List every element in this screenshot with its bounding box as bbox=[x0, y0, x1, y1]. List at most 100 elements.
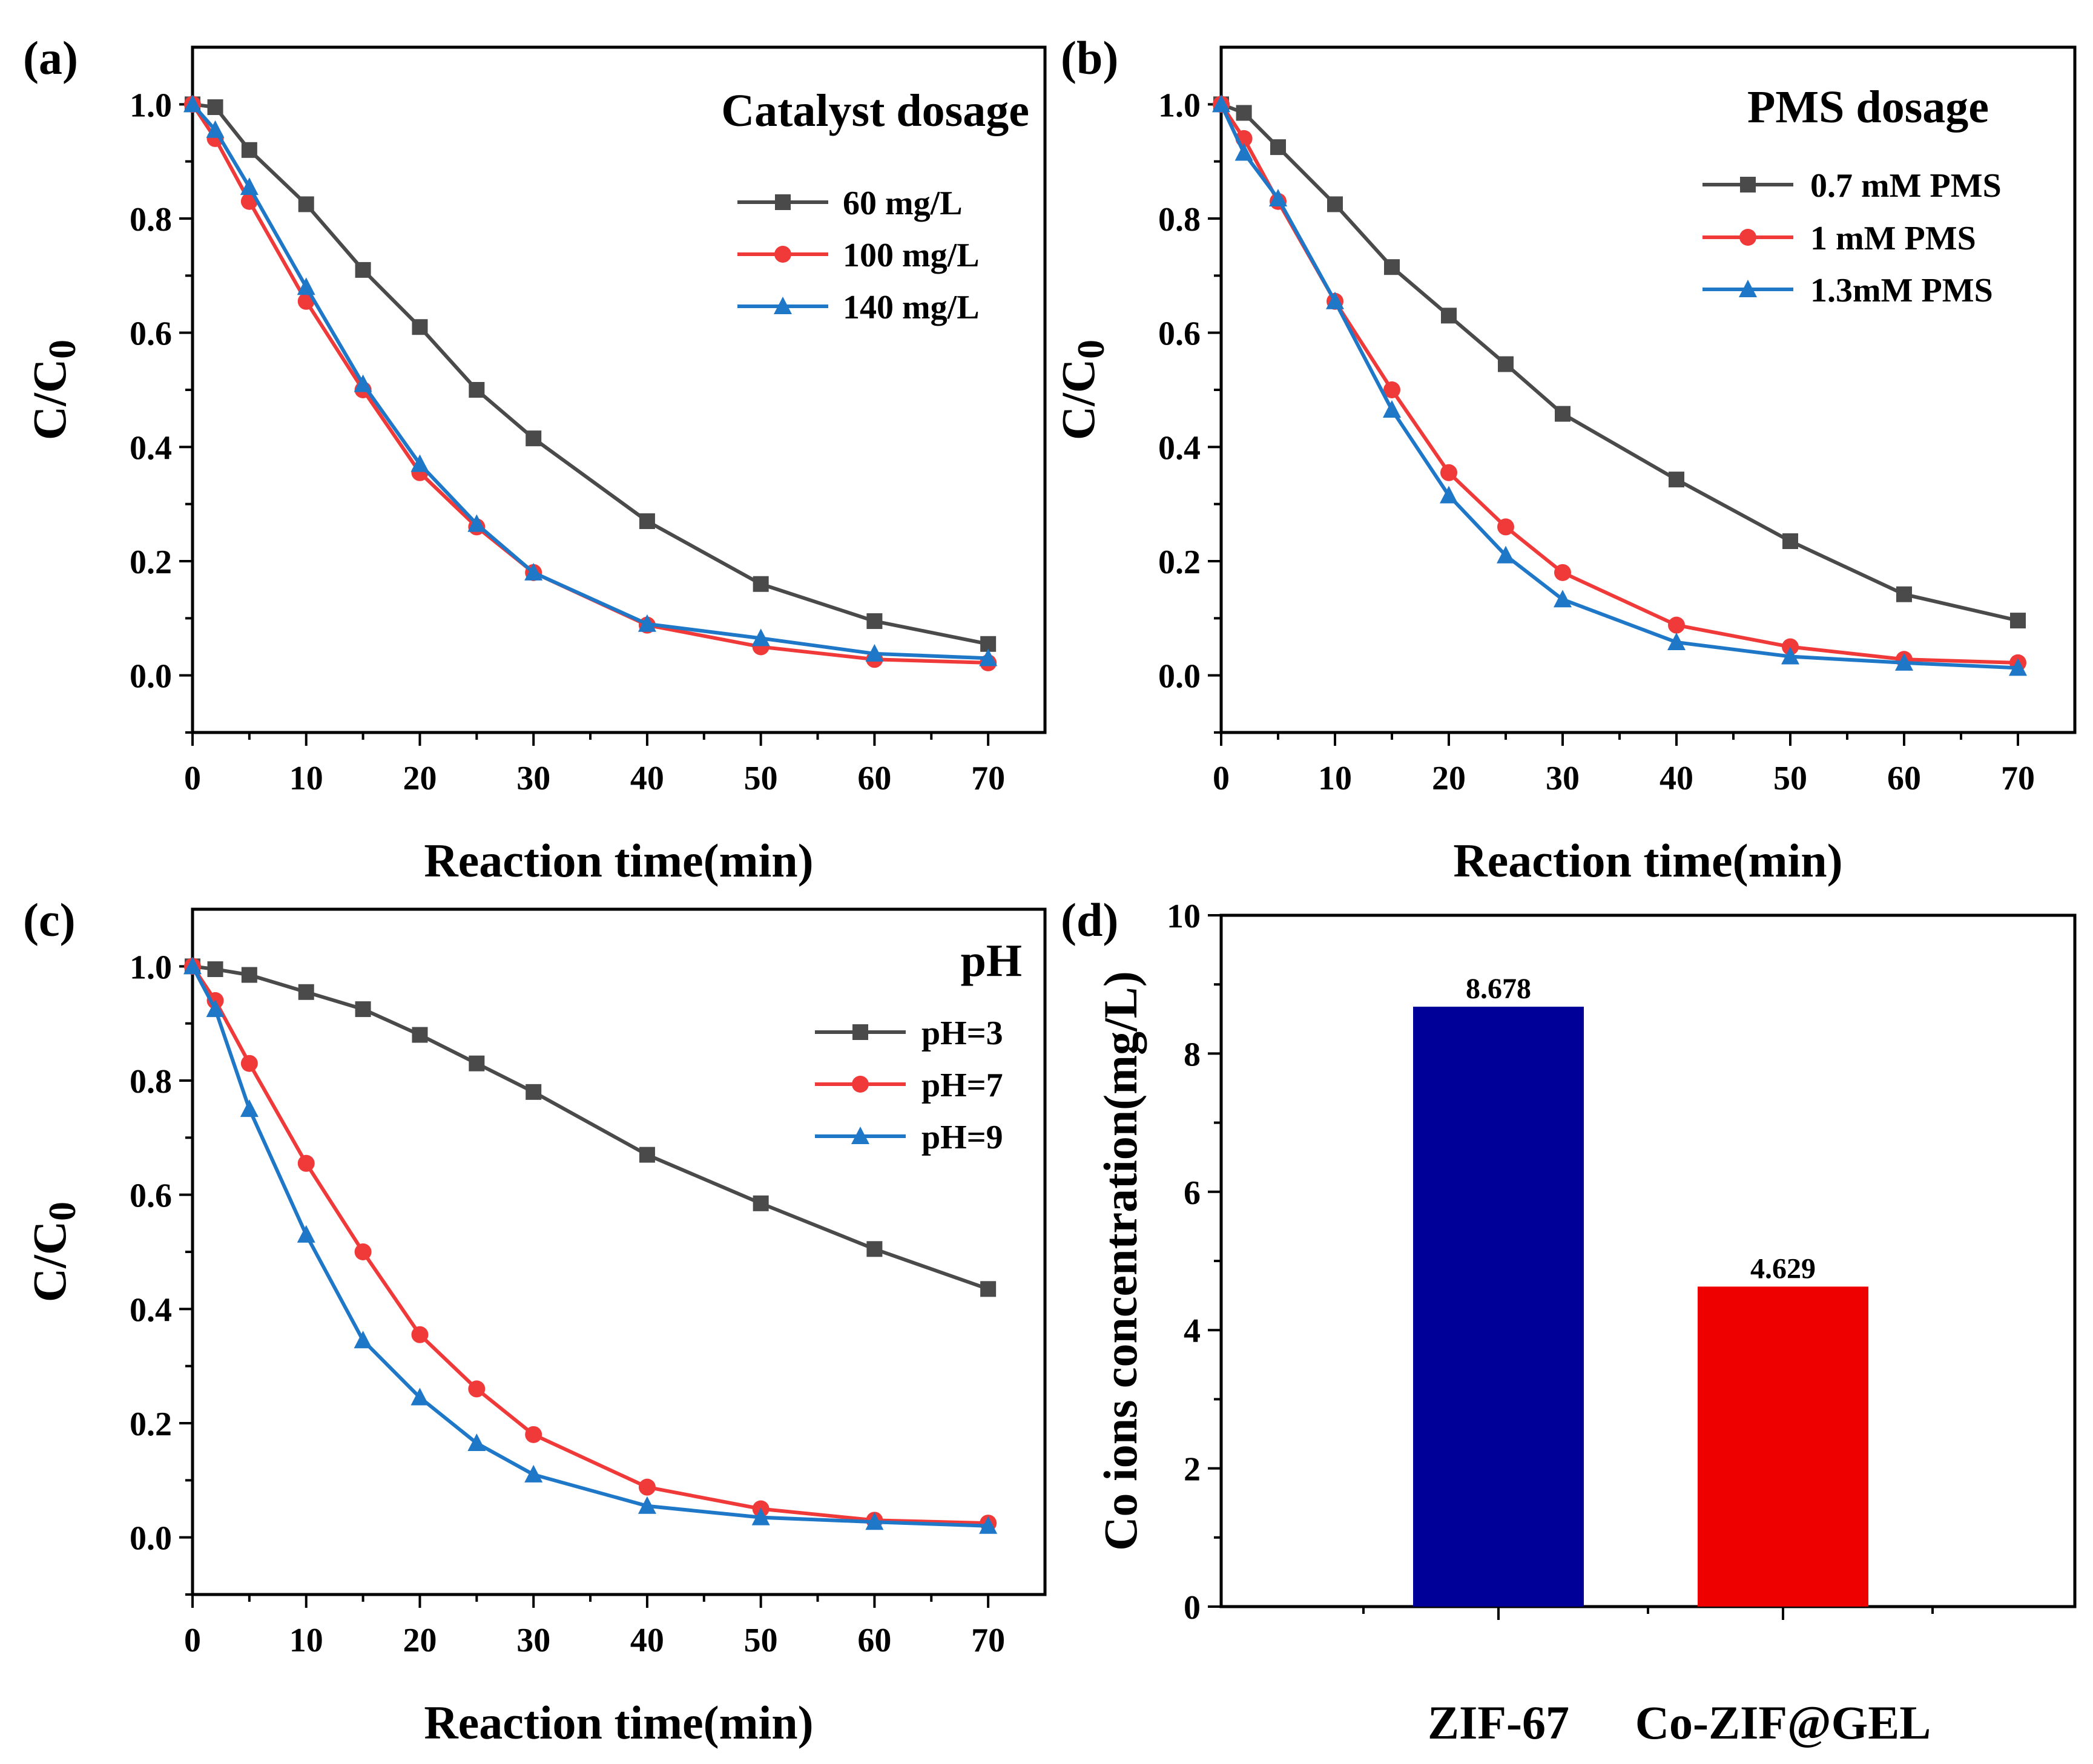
data-point bbox=[638, 614, 656, 632]
panel-a: (a) 0 10 20 30 40 50 60 70 0.0 0.2 0.4 0.6 0.8 1.0 Reac… bbox=[23, 31, 1047, 887]
legend-marker bbox=[852, 1076, 869, 1093]
legend-label: 1 mM PMS bbox=[1810, 220, 1976, 257]
data-point bbox=[1326, 291, 1344, 309]
y-tick-label: 0.6 bbox=[1158, 315, 1201, 353]
y-axis-title: C/C0 bbox=[1052, 340, 1112, 440]
series-1 bbox=[184, 96, 997, 671]
y-axis-title-subscript: 0 bbox=[41, 1202, 84, 1221]
y-axis-title: C/C0 bbox=[23, 1202, 84, 1302]
y-tick-label: 0.6 bbox=[130, 1177, 172, 1215]
x-tick-label: 50 bbox=[744, 760, 778, 797]
panel-label: (b) bbox=[1061, 31, 1118, 84]
x-tick-label: 20 bbox=[1432, 760, 1466, 797]
data-point bbox=[354, 374, 372, 392]
data-point bbox=[469, 1055, 485, 1071]
legend-label: pH=7 bbox=[921, 1067, 1003, 1104]
x-tick-label: 30 bbox=[1546, 760, 1580, 797]
data-point bbox=[524, 1464, 543, 1483]
legend-marker bbox=[1739, 280, 1757, 297]
legend-marker bbox=[1740, 177, 1756, 193]
data-point bbox=[1270, 139, 1286, 156]
data-point bbox=[1441, 308, 1457, 324]
data-point bbox=[1554, 564, 1571, 581]
legend-marker bbox=[851, 1127, 869, 1144]
x-tick-label: 0 bbox=[184, 760, 201, 797]
legend-marker bbox=[774, 297, 792, 314]
legend-marker bbox=[775, 194, 791, 210]
panel-d: (d) 0 2 4 6 8 10 8.678 ZIF-67 4.629 Co-ZIF@GEL Co i… bbox=[1061, 894, 2077, 1749]
x-axis-title: Reaction time(min) bbox=[424, 834, 813, 887]
legend-label: 1.3mM PMS bbox=[1810, 272, 1993, 309]
y-tick-label: 10 bbox=[1167, 898, 1201, 935]
data-point bbox=[297, 1225, 315, 1243]
legend-label: 140 mg/L bbox=[843, 289, 980, 326]
y-tick-label: 0.8 bbox=[1158, 201, 1201, 239]
data-point bbox=[1896, 586, 1912, 602]
y-tick-label: 8 bbox=[1184, 1036, 1201, 1073]
data-point bbox=[354, 1243, 372, 1260]
series-2 bbox=[183, 94, 998, 666]
data-point bbox=[297, 1154, 315, 1172]
x-category-label: Co-ZIF@GEL bbox=[1635, 1696, 1931, 1749]
data-point bbox=[240, 1055, 258, 1072]
data-point bbox=[207, 961, 223, 978]
data-point bbox=[1383, 400, 1401, 418]
y-tick-label: 0.8 bbox=[130, 1063, 172, 1101]
data-point bbox=[206, 120, 225, 138]
data-point bbox=[1440, 464, 1457, 481]
y-tick-label: 0.4 bbox=[130, 429, 172, 467]
legend-marker bbox=[774, 246, 791, 263]
data-point bbox=[206, 999, 225, 1018]
x-tick-label: 50 bbox=[744, 1622, 778, 1659]
data-point bbox=[1555, 406, 1571, 422]
y-tick-label: 0 bbox=[1184, 1589, 1201, 1627]
y-tick-label: 0.4 bbox=[130, 1291, 172, 1329]
data-point bbox=[183, 956, 202, 975]
y-tick-label: 0.2 bbox=[130, 1406, 172, 1443]
x-axis-title: Reaction time(min) bbox=[424, 1696, 813, 1749]
data-point bbox=[866, 1241, 883, 1257]
legend-marker bbox=[1739, 229, 1756, 246]
data-point bbox=[297, 277, 315, 295]
data-point bbox=[241, 967, 257, 983]
data-point bbox=[1327, 196, 1343, 212]
legend-label: pH=9 bbox=[921, 1119, 1003, 1156]
data-point bbox=[525, 1426, 542, 1443]
y-axis-title-main: C/C bbox=[23, 1221, 76, 1302]
x-tick-label: 30 bbox=[516, 1622, 550, 1659]
x-tick-label: 60 bbox=[1887, 760, 1921, 797]
data-point bbox=[355, 1001, 371, 1018]
x-tick-label: 20 bbox=[403, 760, 437, 797]
data-point bbox=[1234, 143, 1253, 161]
data-point bbox=[1498, 356, 1514, 372]
legend-title: Catalyst dosage bbox=[721, 85, 1029, 136]
series-2 bbox=[183, 956, 998, 1534]
y-axis-title: C/C0 bbox=[23, 340, 84, 440]
data-point bbox=[1895, 653, 1913, 671]
data-point bbox=[979, 1516, 998, 1534]
data-point bbox=[1497, 545, 1515, 564]
data-point bbox=[207, 99, 223, 116]
data-point bbox=[526, 430, 542, 447]
data-point bbox=[1781, 647, 1799, 665]
bar-value-label: 8.678 bbox=[1466, 973, 1531, 1005]
panel-label: (d) bbox=[1061, 894, 1118, 946]
data-point bbox=[241, 142, 257, 158]
legend-title: pH bbox=[961, 935, 1022, 986]
data-point bbox=[2009, 658, 2027, 676]
data-point bbox=[639, 1147, 655, 1163]
y-tick-label: 0.0 bbox=[130, 1520, 172, 1558]
y-tick-label: 0.8 bbox=[130, 201, 172, 239]
legend-title: PMS dosage bbox=[1747, 82, 1989, 133]
y-tick-label: 6 bbox=[1184, 1174, 1201, 1212]
x-axis-title: Reaction time(min) bbox=[1453, 834, 1842, 887]
series-line bbox=[191, 965, 989, 1528]
data-point bbox=[183, 94, 202, 113]
x-tick-label: 70 bbox=[971, 760, 1005, 797]
x-tick-label: 10 bbox=[289, 760, 323, 797]
data-point bbox=[354, 1331, 372, 1349]
y-axis-title-main: C/C bbox=[1052, 359, 1104, 440]
data-point bbox=[1269, 188, 1287, 206]
x-tick-label: 70 bbox=[2001, 760, 2035, 797]
